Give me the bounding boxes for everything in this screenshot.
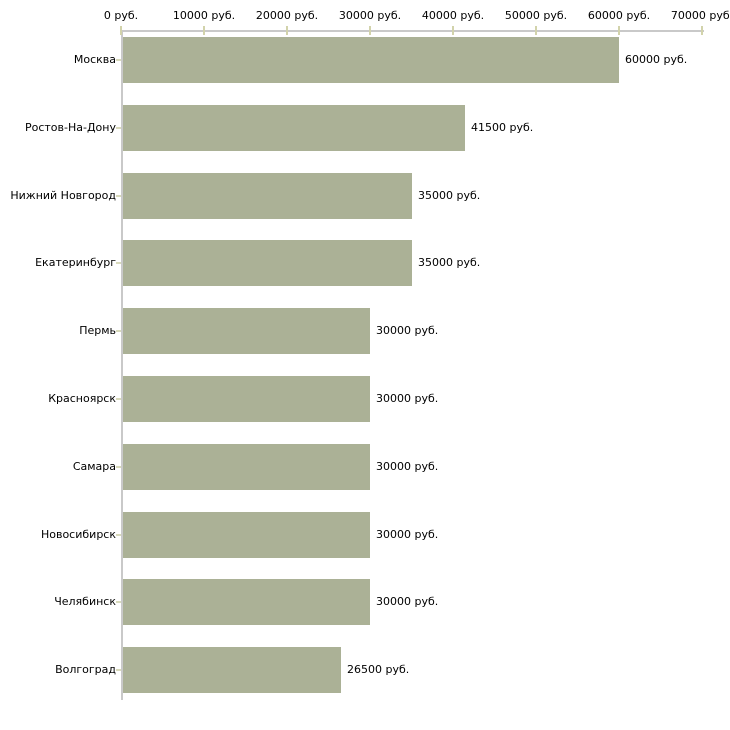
y-axis-tick xyxy=(116,534,121,536)
category-label: Новосибирск xyxy=(40,528,116,541)
y-axis-tick xyxy=(116,127,121,129)
value-label: 30000 руб. xyxy=(376,324,439,337)
y-axis-tick xyxy=(116,330,121,332)
x-axis-tick xyxy=(701,26,703,35)
bar xyxy=(123,444,370,490)
value-label: 30000 руб. xyxy=(376,528,439,541)
bar xyxy=(123,376,370,422)
x-axis-tick-label: 20000 руб. xyxy=(255,9,319,22)
category-label: Нижний Новгород xyxy=(10,189,116,202)
value-label: 41500 руб. xyxy=(471,121,534,134)
x-axis-tick-label: 70000 руб. xyxy=(670,9,730,22)
bar xyxy=(123,105,465,151)
value-label: 35000 руб. xyxy=(418,256,481,269)
y-axis-tick xyxy=(116,466,121,468)
bar xyxy=(123,647,341,693)
value-label: 30000 руб. xyxy=(376,595,439,608)
bar xyxy=(123,512,370,558)
value-label: 30000 руб. xyxy=(376,460,439,473)
category-label: Ростов-На-Дону xyxy=(24,121,116,134)
x-axis-tick-label: 30000 руб. xyxy=(338,9,402,22)
y-axis-tick xyxy=(116,195,121,197)
category-label: Челябинск xyxy=(54,595,116,608)
value-label: 60000 руб. xyxy=(625,53,688,66)
x-axis-tick-label: 50000 руб. xyxy=(504,9,568,22)
category-label: Пермь xyxy=(79,324,116,337)
x-axis-tick-label: 60000 руб. xyxy=(587,9,651,22)
y-axis-tick xyxy=(116,398,121,400)
x-axis-tick xyxy=(120,26,122,35)
bar xyxy=(123,240,412,286)
category-label: Москва xyxy=(73,53,116,66)
bar xyxy=(123,37,619,83)
x-axis-tick xyxy=(286,26,288,35)
x-axis-tick xyxy=(618,26,620,35)
y-axis-tick xyxy=(116,601,121,603)
x-axis-tick xyxy=(535,26,537,35)
x-axis-tick xyxy=(203,26,205,35)
y-axis-tick xyxy=(116,669,121,671)
value-label: 35000 руб. xyxy=(418,189,481,202)
x-axis-tick-label: 10000 руб. xyxy=(172,9,236,22)
x-axis-tick xyxy=(369,26,371,35)
x-axis-tick-label: 0 руб. xyxy=(103,9,139,22)
category-label: Самара xyxy=(72,460,116,473)
category-label: Екатеринбург xyxy=(35,256,116,269)
bar xyxy=(123,579,370,625)
category-label: Красноярск xyxy=(48,392,116,405)
value-label: 26500 руб. xyxy=(347,663,410,676)
x-axis-tick-label: 40000 руб. xyxy=(421,9,485,22)
category-label: Волгоград xyxy=(55,663,116,676)
bar xyxy=(123,308,370,354)
bar xyxy=(123,173,412,219)
y-axis-tick xyxy=(116,262,121,264)
value-label: 30000 руб. xyxy=(376,392,439,405)
x-axis-tick xyxy=(452,26,454,35)
x-axis-line xyxy=(121,30,704,32)
y-axis-tick xyxy=(116,59,121,61)
y-axis-line xyxy=(121,30,123,700)
